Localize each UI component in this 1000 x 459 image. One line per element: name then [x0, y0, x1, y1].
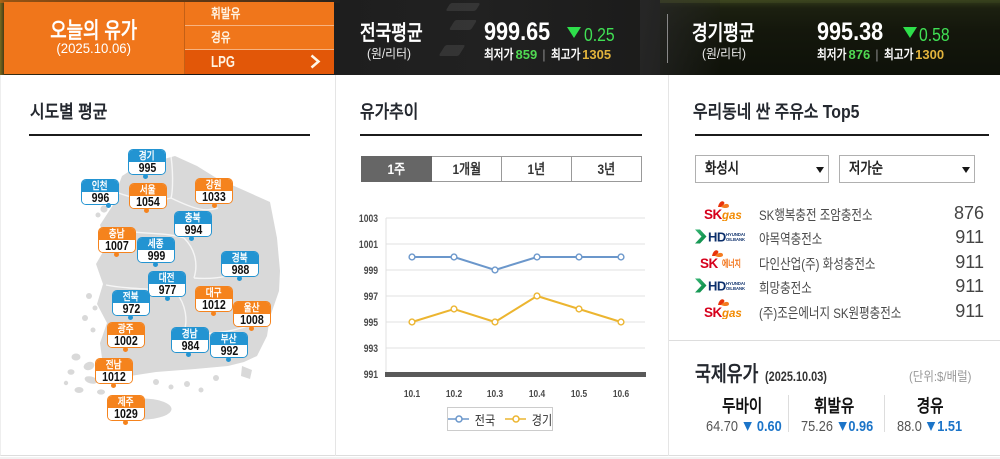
svg-text:10.6: 10.6: [613, 388, 629, 400]
svg-text:10.5: 10.5: [571, 388, 588, 400]
svg-text:SK: SK: [704, 207, 723, 221]
svg-text:10.3: 10.3: [487, 388, 503, 400]
svg-text:SK: SK: [700, 256, 719, 270]
svg-text:1001: 1001: [359, 239, 379, 251]
svg-text:HYUNDAI: HYUNDAI: [726, 281, 745, 286]
svg-text:993: 993: [364, 343, 379, 355]
svg-text:995: 995: [364, 317, 379, 329]
svg-text:에너지: 에너지: [722, 258, 741, 269]
svg-text:HD: HD: [708, 279, 726, 294]
svg-text:999: 999: [364, 265, 379, 277]
svg-text:HYUNDAI: HYUNDAI: [726, 232, 745, 237]
svg-text:10.1: 10.1: [404, 388, 421, 400]
svg-text:10.2: 10.2: [446, 388, 462, 400]
svg-text:SK: SK: [704, 305, 723, 319]
svg-text:OILBANK: OILBANK: [726, 237, 745, 242]
svg-text:1003: 1003: [359, 213, 379, 225]
svg-text:gas: gas: [721, 210, 742, 221]
svg-text:997: 997: [364, 291, 379, 303]
svg-text:10.4: 10.4: [529, 388, 546, 400]
svg-text:991: 991: [364, 369, 379, 381]
svg-text:HD: HD: [708, 230, 726, 245]
svg-text:gas: gas: [721, 308, 742, 319]
svg-text:OILBANK: OILBANK: [726, 286, 745, 291]
